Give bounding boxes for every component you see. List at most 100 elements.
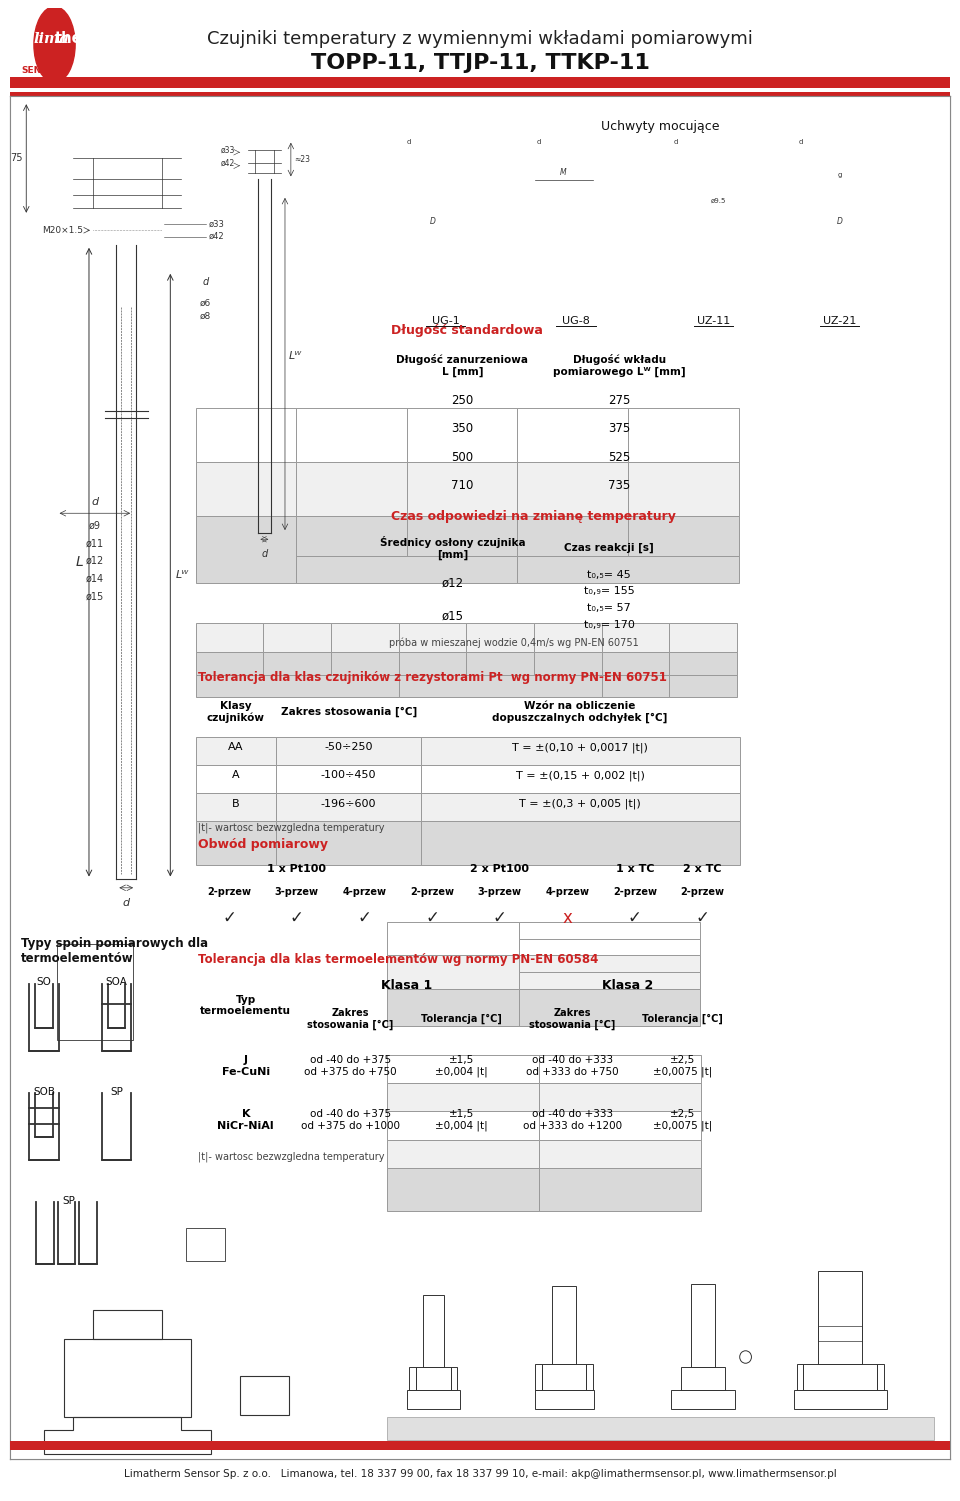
Text: d: d (91, 497, 99, 507)
Text: 250: 250 (451, 395, 473, 407)
Text: Klasy
czujników: Klasy czujników (207, 701, 265, 723)
Bar (669, 674, 736, 698)
Bar (628, 462, 739, 516)
Bar (467, 651, 534, 674)
Bar (196, 408, 296, 462)
Text: |t|- wartosc bezwzgledna temperatury: |t|- wartosc bezwzgledna temperatury (198, 1151, 384, 1162)
Text: ✓: ✓ (357, 910, 372, 928)
Text: D: D (430, 218, 436, 227)
Text: Tolerancja [°C]: Tolerancja [°C] (420, 1013, 502, 1024)
Text: |t|- wartosc bezwzgledna temperatury: |t|- wartosc bezwzgledna temperatury (198, 823, 384, 833)
Text: M: M (560, 168, 566, 177)
Bar (196, 462, 296, 516)
Text: ø42: ø42 (221, 159, 235, 168)
Text: TOPP-11, TTJP-11, TTKP-11: TOPP-11, TTJP-11, TTKP-11 (311, 53, 649, 74)
Text: UZ-21: UZ-21 (823, 315, 856, 326)
Text: A: A (232, 770, 240, 781)
Text: 500: 500 (451, 450, 473, 464)
Bar (602, 651, 669, 674)
Text: -50÷250: -50÷250 (324, 743, 372, 752)
Bar (196, 623, 263, 651)
Text: Wzór na obliczenie
dopuszczalnych odchyłek [°C]: Wzór na obliczenie dopuszczalnych odchył… (492, 701, 667, 723)
Text: d: d (203, 278, 208, 288)
Bar (296, 408, 406, 462)
Text: d: d (261, 549, 268, 558)
Bar (519, 922, 701, 938)
Text: 2-przew: 2-przew (207, 887, 252, 898)
Text: Tolerancja dla klas czujników z rezystorami Pt  wg normy PN-EN 60751: Tolerancja dla klas czujników z rezystor… (198, 671, 666, 684)
Bar (467, 623, 534, 651)
Text: ø9: ø9 (89, 521, 101, 531)
Text: t₀,₉= 155: t₀,₉= 155 (584, 587, 635, 596)
Text: UG-8: UG-8 (563, 315, 590, 326)
Text: ø42: ø42 (208, 233, 225, 242)
Text: 4-przew: 4-przew (545, 887, 589, 898)
Text: ±1,5
±0,004 |t|: ±1,5 ±0,004 |t| (435, 1109, 488, 1130)
Text: 2 x TC: 2 x TC (684, 865, 722, 874)
Text: ø11: ø11 (85, 539, 104, 548)
Text: Zakres
stosowania [°C]: Zakres stosowania [°C] (529, 1007, 615, 1030)
Text: d: d (537, 140, 541, 146)
Bar (539, 1111, 701, 1139)
Text: od -40 do +333
od +333 do +1200: od -40 do +333 od +333 do +1200 (522, 1109, 622, 1130)
Text: M20×1.5: M20×1.5 (42, 225, 84, 234)
Bar (818, 1271, 862, 1364)
Bar (406, 462, 517, 516)
Bar (387, 956, 519, 989)
Bar (539, 1168, 701, 1211)
Text: ø15: ø15 (85, 591, 104, 602)
Text: Lᵂ: Lᵂ (289, 351, 302, 362)
Text: 735: 735 (608, 479, 631, 492)
Text: ±1,5
±0,004 |t|: ±1,5 ±0,004 |t| (435, 1055, 488, 1076)
Text: ±2,5
±0,0075 |t|: ±2,5 ±0,0075 |t| (653, 1109, 712, 1130)
Text: d: d (406, 140, 411, 146)
Bar (517, 408, 628, 462)
Text: UG-1: UG-1 (432, 315, 460, 326)
Text: 2-przew: 2-przew (612, 887, 657, 898)
Text: Typy spoin pomiarowych dla
termoelementów: Typy spoin pomiarowych dla termoelementó… (21, 937, 208, 965)
Text: SOA: SOA (106, 977, 128, 988)
Text: ≈23: ≈23 (294, 155, 310, 164)
Bar (276, 766, 421, 793)
Text: Zakres stosowania [°C]: Zakres stosowania [°C] (280, 707, 417, 717)
Text: J
Fe-CuNi: J Fe-CuNi (222, 1055, 270, 1076)
Text: ✓: ✓ (696, 910, 709, 928)
Bar (406, 1390, 461, 1409)
Bar (417, 1367, 450, 1390)
Text: ø14: ø14 (85, 573, 104, 584)
Text: 375: 375 (608, 422, 631, 435)
Text: ✓: ✓ (492, 910, 507, 928)
Text: Obwód pomiarowy: Obwód pomiarowy (198, 839, 327, 851)
Bar (387, 1111, 539, 1139)
Bar (196, 516, 296, 582)
Text: T = ±(0,15 + 0,002 |t|): T = ±(0,15 + 0,002 |t|) (516, 770, 644, 781)
Text: AA: AA (228, 743, 244, 752)
Bar (196, 766, 276, 793)
Bar (541, 1364, 586, 1390)
Text: 2-przew: 2-przew (681, 887, 725, 898)
Bar (628, 408, 739, 462)
Bar (240, 1376, 289, 1415)
Text: T = ±(0,10 + 0,0017 |t|): T = ±(0,10 + 0,0017 |t|) (512, 741, 648, 752)
Bar (196, 674, 398, 698)
Text: T = ±(0,3 + 0,005 |t|): T = ±(0,3 + 0,005 |t|) (519, 799, 641, 809)
Text: Lᵂ: Lᵂ (176, 570, 188, 579)
Text: 275: 275 (608, 395, 631, 407)
Bar (406, 516, 517, 555)
Text: t₀,₅= 45: t₀,₅= 45 (588, 570, 632, 579)
Bar (196, 737, 276, 766)
Text: Typ
termoelementu: Typ termoelementu (201, 995, 291, 1016)
Bar (409, 1367, 417, 1390)
Text: -100÷450: -100÷450 (321, 770, 376, 781)
Text: therm: therm (55, 32, 106, 47)
Bar (276, 793, 421, 821)
Text: od -40 do +333
od +333 do +750: od -40 do +333 od +333 do +750 (526, 1055, 618, 1076)
Bar (519, 956, 701, 973)
Text: -196÷600: -196÷600 (321, 799, 376, 809)
Text: 1 x Pt100: 1 x Pt100 (267, 865, 326, 874)
Text: ø6: ø6 (200, 299, 211, 308)
Text: Tolerancja dla klas termoelementów wg normy PN-EN 60584: Tolerancja dla klas termoelementów wg no… (198, 953, 598, 965)
Text: d: d (123, 898, 130, 908)
Text: t₀,₅= 57: t₀,₅= 57 (588, 603, 632, 612)
Bar (552, 1286, 576, 1364)
